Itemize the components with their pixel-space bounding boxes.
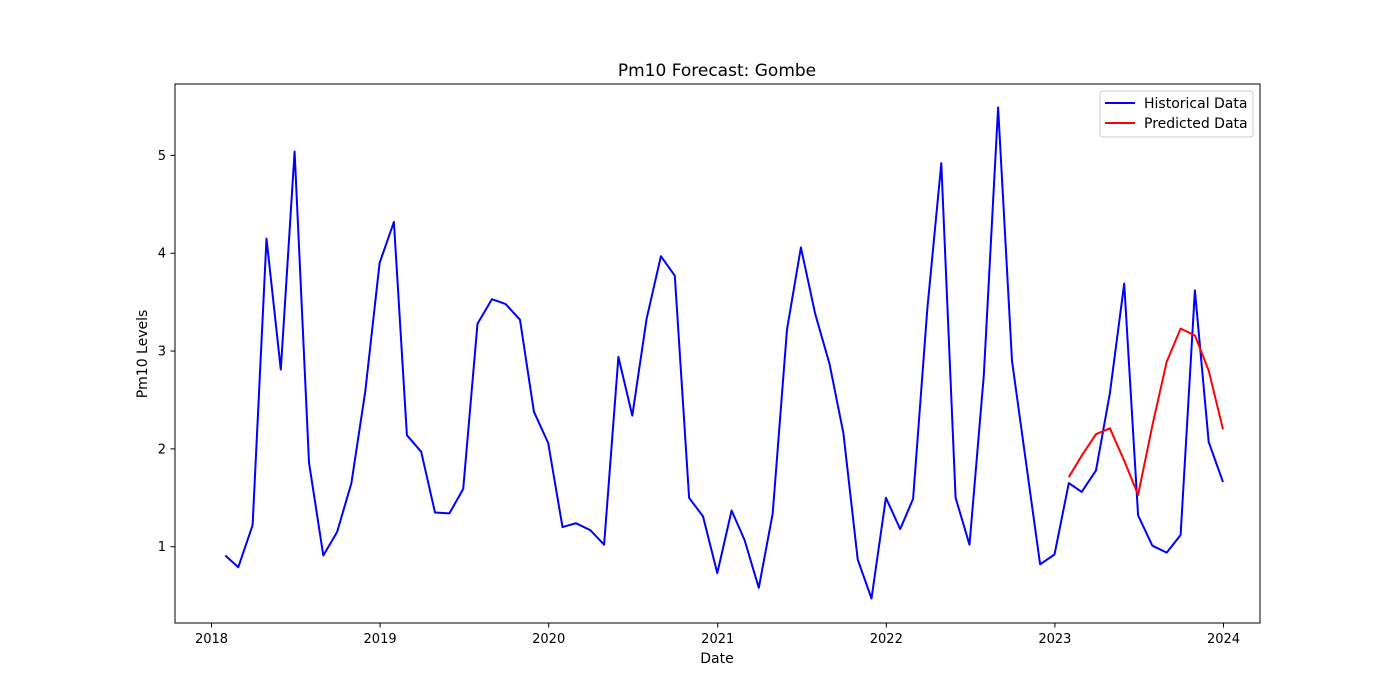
x-tick-label: 2021	[701, 632, 734, 647]
plot-area	[224, 106, 1224, 600]
x-tick-label: 2019	[364, 632, 397, 647]
series-line-predicted	[1067, 327, 1224, 496]
legend-label-historical: Historical Data	[1144, 96, 1247, 112]
y-tick-label: 2	[158, 442, 166, 457]
y-tick-label: 4	[158, 247, 166, 262]
y-axis: 1 2 3 4 5	[158, 149, 175, 555]
y-tick-label: 3	[158, 345, 166, 360]
y-tick-label: 5	[158, 149, 166, 164]
x-tick-label: 2024	[1207, 632, 1240, 647]
legend: Historical Data Predicted Data	[1099, 90, 1254, 138]
x-tick-label: 2018	[195, 632, 228, 647]
legend-box	[1099, 90, 1254, 138]
y-tick-label: 1	[158, 540, 166, 555]
x-axis-title: Date	[700, 651, 733, 667]
y-axis-title: Pm10 Levels	[135, 310, 151, 399]
x-axis: 2018 2019 2020 2021 2022 2023 2024	[195, 623, 1240, 647]
series-line-historical	[224, 106, 1224, 600]
x-tick-label: 2023	[1038, 632, 1071, 647]
x-tick-label: 2020	[532, 632, 565, 647]
legend-label-predicted: Predicted Data	[1144, 116, 1248, 132]
chart-title: Pm10 Forecast: Gombe	[618, 61, 816, 81]
x-tick-label: 2022	[870, 632, 903, 647]
